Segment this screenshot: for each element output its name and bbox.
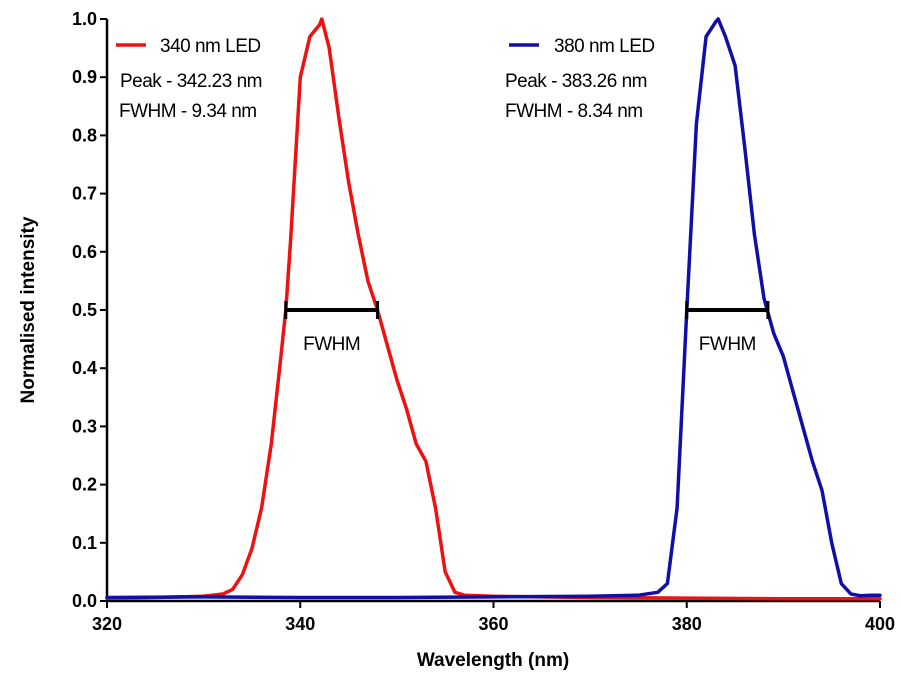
annotation-peak-380: Peak - 383.26 nm xyxy=(505,71,647,92)
y-tick-label: 0.7 xyxy=(72,184,97,204)
series-line-380 xyxy=(105,17,882,600)
y-tick-label: 0.4 xyxy=(72,358,97,378)
y-tick-label: 0.1 xyxy=(72,533,97,553)
series-line-340 xyxy=(105,17,882,601)
y-tick-label: 0.9 xyxy=(72,67,97,87)
fwhm-markers: FWHM FWHM xyxy=(284,301,770,355)
x-axis-title: Wavelength (nm) xyxy=(417,650,569,671)
annotation-peak-340: Peak - 342.23 nm xyxy=(120,71,262,92)
annotation-fwhm-380: FWHM - 8.34 nm xyxy=(505,101,643,122)
x-tick-label: 380 xyxy=(672,614,702,634)
x-tick-label: 360 xyxy=(478,614,508,634)
x-axis-ticks: 320 340 360 380 400 xyxy=(92,601,895,634)
y-axis-ticks: 0.0 0.1 0.2 0.3 0.4 0.5 0.6 0.7 0.8 0.9 1.0 xyxy=(72,9,107,611)
x-tick-label: 400 xyxy=(865,614,895,634)
series-layer xyxy=(105,17,882,601)
y-axis-title: Normalised intensity xyxy=(18,216,39,403)
fwhm-label: FWHM xyxy=(303,334,360,355)
fwhm-label: FWHM xyxy=(699,334,756,355)
y-tick-label: 0.2 xyxy=(72,475,97,495)
y-tick-label: 0.6 xyxy=(72,242,97,262)
y-tick-label: 0.5 xyxy=(72,300,97,320)
annotation-fwhm-340: FWHM - 9.34 nm xyxy=(119,101,257,122)
y-tick-label: 1.0 xyxy=(72,9,97,29)
y-tick-label: 0.8 xyxy=(72,125,97,145)
y-tick-label: 0.0 xyxy=(72,591,97,611)
x-tick-label: 320 xyxy=(92,614,122,634)
legend-item-340: 340 nm LED xyxy=(116,36,261,57)
legend-item-380: 380 nm LED xyxy=(509,36,655,57)
y-tick-label: 0.3 xyxy=(72,416,97,436)
fwhm-marker: FWHM xyxy=(685,301,770,355)
legend-label-380: 380 nm LED xyxy=(554,36,655,57)
x-tick-label: 340 xyxy=(285,614,315,634)
fwhm-marker: FWHM xyxy=(284,301,380,355)
legend-label-340: 340 nm LED xyxy=(160,36,261,57)
